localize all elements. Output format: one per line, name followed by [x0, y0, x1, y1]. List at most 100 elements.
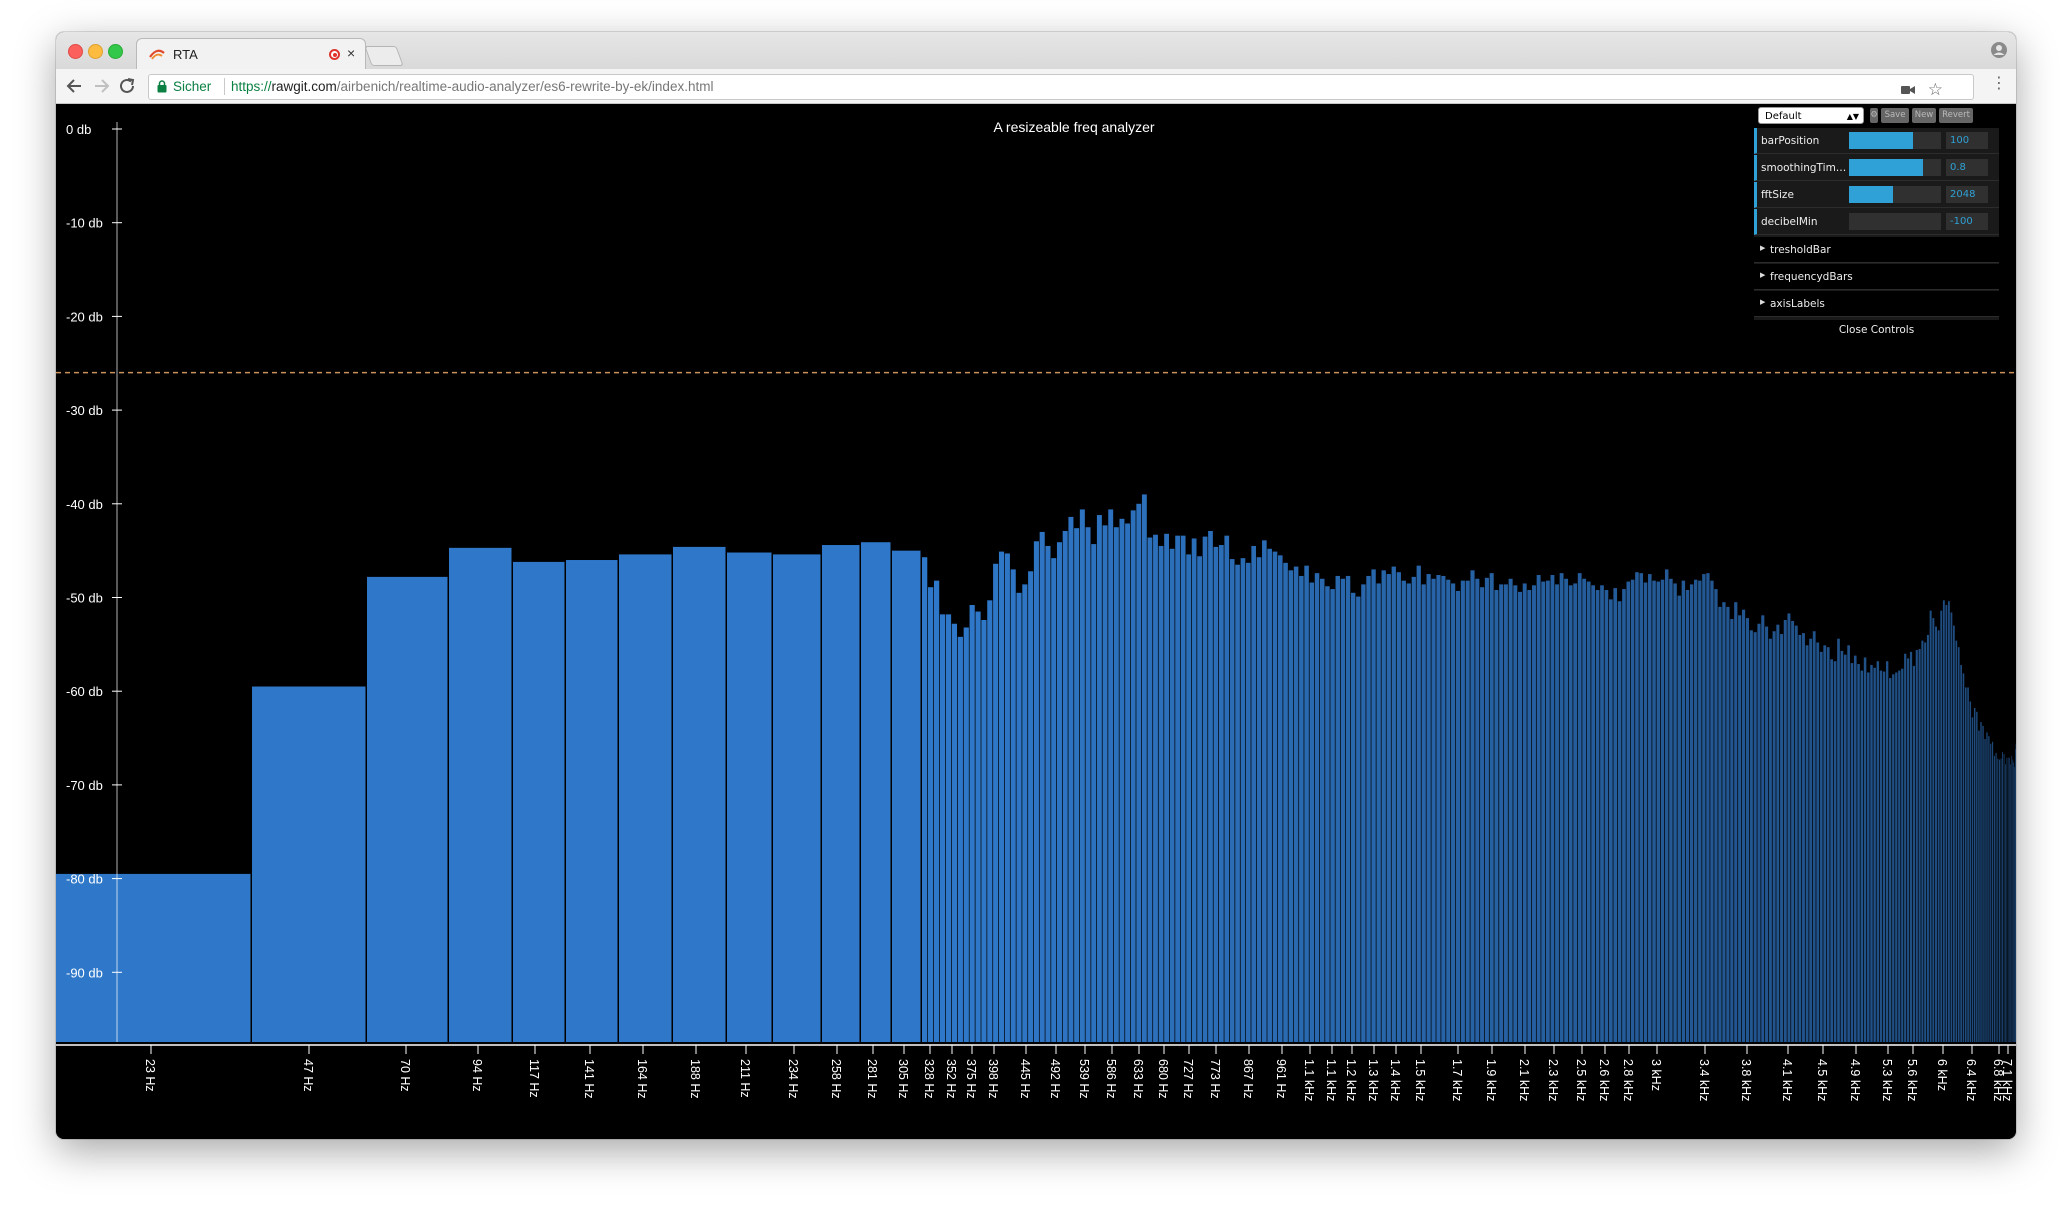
reload-button[interactable] [116, 75, 138, 97]
x-axis-label: 94 Hz [470, 1059, 484, 1092]
preset-value: Default [1765, 111, 1802, 122]
frequency-bar [1761, 615, 1765, 1042]
frequency-bar [1973, 708, 1976, 1042]
recording-indicator-icon [329, 49, 340, 60]
tab-rta[interactable]: RTA × [136, 38, 366, 70]
preset-select[interactable]: Default ▲▼ [1758, 107, 1864, 124]
x-axis-label: 4.1 kHz [1780, 1059, 1794, 1101]
frequency-bar [1039, 531, 1045, 1042]
x-axis-label: 539 Hz [1077, 1059, 1091, 1099]
folder-axis-labels[interactable]: ▶ axisLabels [1754, 291, 1999, 317]
x-axis-label: 4.5 kHz [1815, 1059, 1829, 1101]
frequency-bar [1816, 642, 1820, 1042]
minimize-window-button[interactable] [88, 44, 103, 59]
param-decibel-min: decibelMin -100 [1754, 209, 1999, 235]
folder-label: tresholdBar [1770, 244, 1831, 256]
y-axis-label: -10 db [66, 216, 103, 231]
x-axis-label: 6.4 kHz [1964, 1059, 1978, 1101]
frequency-bar [1873, 667, 1876, 1042]
folder-treshold-bar[interactable]: ▶ tresholdBar [1754, 237, 1999, 263]
frequency-bar [1475, 578, 1480, 1042]
frequency-bar [2010, 764, 2011, 1042]
param-value-input[interactable]: 2048 [1946, 186, 1988, 203]
url-text[interactable]: https://rawgit.com/airbenich/realtime-au… [231, 79, 713, 94]
frequency-bar [1805, 645, 1809, 1042]
close-controls-button[interactable]: Close Controls [1754, 320, 1999, 340]
forward-button[interactable] [90, 75, 112, 97]
x-axis-label: 773 Hz [1208, 1059, 1222, 1099]
x-axis-label: 375 Hz [964, 1059, 978, 1099]
camera-icon[interactable] [1901, 85, 1915, 95]
frequency-bar [969, 604, 975, 1042]
menu-dots-icon[interactable]: ⋮ [1991, 75, 2007, 92]
frequency-bar [1833, 661, 1837, 1042]
frequency-bar [1335, 575, 1340, 1042]
frequency-bar [2003, 753, 2005, 1042]
x-axis-label: 3.4 kHz [1697, 1059, 1711, 1101]
frequency-bar [822, 545, 860, 1042]
x-axis-label: 1.2 kHz [1344, 1059, 1358, 1101]
x-axis-label: 961 Hz [1274, 1059, 1288, 1099]
url-separator [224, 78, 225, 95]
back-button[interactable] [64, 75, 86, 97]
frequency-bar [566, 560, 618, 1042]
frequency-bar [951, 623, 958, 1042]
bookmark-star-icon[interactable]: ☆ [1927, 80, 1943, 99]
new-button[interactable]: New [1912, 108, 1936, 123]
param-label: barPosition [1761, 135, 1820, 147]
tab-title: RTA [173, 47, 198, 62]
address-bar[interactable]: Sicher https://rawgit.com/airbenich/real… [148, 74, 1974, 100]
frequency-bar [1577, 573, 1582, 1042]
frequency-bar [1256, 557, 1262, 1042]
frequency-bar [1685, 590, 1690, 1042]
param-slider[interactable] [1849, 213, 1941, 230]
frequency-bar [1164, 533, 1170, 1042]
browser-toolbar: Sicher https://rawgit.com/airbenich/real… [56, 69, 2016, 104]
frequency-bar [1371, 569, 1376, 1042]
frequency-bar [1489, 573, 1494, 1042]
frequency-bar [1541, 581, 1546, 1042]
gear-icon[interactable]: ⚙ [1870, 108, 1878, 123]
select-arrow-icon: ▲▼ [1846, 112, 1859, 121]
param-value-input[interactable]: 100 [1946, 132, 1988, 149]
revert-button[interactable]: Revert [1939, 108, 1973, 123]
frequency-bar [1582, 578, 1587, 1042]
frequency-bar [1175, 535, 1181, 1042]
folder-frequency-db-bars[interactable]: ▶ frequencydBars [1754, 264, 1999, 290]
y-axis-label: -60 db [66, 684, 103, 699]
frequency-bar [1518, 591, 1522, 1042]
frequency-bar [1604, 590, 1609, 1042]
param-value-input[interactable]: -100 [1946, 213, 1988, 230]
profile-icon[interactable] [1990, 41, 2008, 59]
frequency-bar [1924, 642, 1927, 1042]
param-slider[interactable] [1849, 159, 1941, 176]
y-axis-label: -30 db [66, 403, 103, 418]
close-window-button[interactable] [68, 44, 83, 59]
frequency-bar [1915, 649, 1918, 1042]
frequency-bar [927, 587, 934, 1042]
frequency-bar [1912, 665, 1916, 1042]
frequency-bar [1451, 583, 1456, 1042]
folder-label: axisLabels [1770, 298, 1825, 310]
frequency-bar [1411, 576, 1416, 1042]
frequency-bar [1904, 653, 1907, 1042]
frequency-bar [1819, 651, 1823, 1042]
x-axis-label: 2.8 kHz [1621, 1059, 1635, 1101]
frequency-bar [1235, 564, 1240, 1042]
param-slider[interactable] [1849, 132, 1941, 149]
y-axis-label: -80 db [66, 872, 103, 887]
browser-window: RTA × Sicher https://rawg [56, 32, 2016, 1139]
frequency-bar [987, 600, 993, 1042]
frequency-bar [1555, 584, 1559, 1042]
save-button[interactable]: Save [1881, 108, 1909, 123]
param-slider[interactable] [1849, 186, 1941, 203]
new-tab-button[interactable] [364, 46, 404, 66]
frequency-bar [1079, 509, 1085, 1042]
zoom-window-button[interactable] [108, 44, 123, 59]
frequency-bar [1267, 548, 1272, 1042]
frequency-bar [1898, 670, 1901, 1042]
frequency-bar [1870, 664, 1873, 1042]
url-host: rawgit.com [271, 79, 337, 94]
param-value-input[interactable]: 0.8 [1946, 159, 1988, 176]
tab-close-button[interactable]: × [347, 45, 356, 61]
